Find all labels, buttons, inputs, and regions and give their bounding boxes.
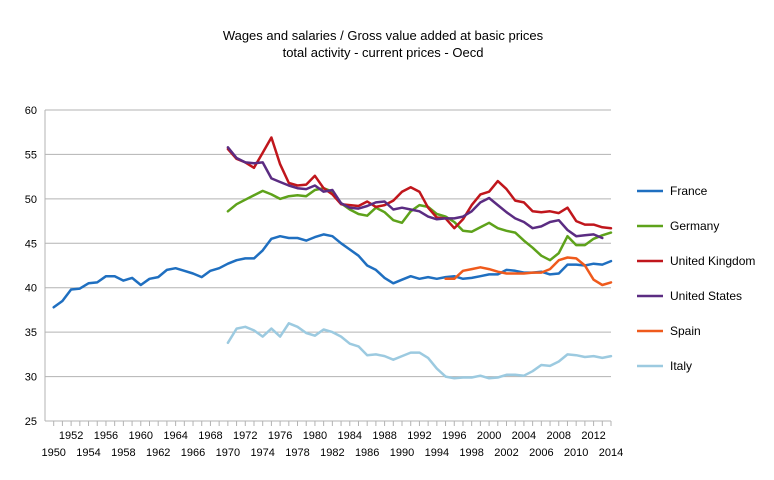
x-tick-label: 2004 — [512, 430, 536, 442]
series-line-germany — [226, 186, 613, 262]
x-tick-label: 1962 — [146, 447, 170, 459]
x-tick-label: 1958 — [111, 447, 135, 459]
x-tick-label: 1978 — [285, 447, 309, 459]
y-tick-label: 30 — [25, 372, 37, 384]
y-tick-label: 40 — [25, 283, 37, 295]
axes: 25 30 35 40 45 50 55 60 1952 1956 1960 1964 1968 1972… — [25, 105, 623, 459]
series-line-spain — [444, 256, 613, 287]
series-line-italy — [226, 322, 613, 380]
x-tick-label: 2008 — [547, 430, 571, 442]
x-tick-label: 1988 — [372, 430, 396, 442]
x-tick-label: 1952 — [59, 430, 83, 442]
y-tick-label: 55 — [25, 149, 37, 161]
x-tick-label: 1950 — [41, 447, 65, 459]
gridlines — [45, 109, 611, 422]
legend-label-spain: Spain — [670, 324, 701, 338]
x-tick-label: 1982 — [320, 447, 344, 459]
x-tick-label: 1996 — [442, 430, 466, 442]
x-tick-label: 1998 — [459, 447, 483, 459]
x-tick-label: 1980 — [303, 430, 327, 442]
x-tick-label: 1994 — [425, 447, 449, 459]
legend-label-germany: Germany — [670, 219, 719, 233]
x-tick-label: 1974 — [250, 447, 274, 459]
y-tick-label: 50 — [25, 194, 37, 206]
x-tick-label: 1976 — [268, 430, 292, 442]
x-tick-label: 1984 — [338, 430, 362, 442]
x-tick-label: 2006 — [529, 447, 553, 459]
legend-label-italy: Italy — [670, 359, 692, 373]
x-tick-label: 1986 — [355, 447, 379, 459]
x-tick-label: 1972 — [233, 430, 257, 442]
legend-label-united-kingdom: United Kingdom — [670, 254, 755, 268]
series-line-united-states — [226, 146, 604, 240]
legend-label-france: France — [670, 184, 708, 198]
series-line-united-kingdom — [226, 136, 613, 230]
x-tick-label: 1964 — [163, 430, 187, 442]
legend-label-united-states: United States — [670, 289, 742, 303]
y-tick-label: 45 — [25, 238, 37, 250]
x-tick-label: 1960 — [129, 430, 153, 442]
chart-subtitle: total activity - current prices - Oecd — [283, 45, 484, 60]
series-lines — [52, 136, 613, 380]
x-tick-label: 1970 — [216, 447, 240, 459]
x-tick-label: 2012 — [581, 430, 605, 442]
x-tick-label: 2002 — [494, 447, 518, 459]
x-tick-label: 1956 — [94, 430, 118, 442]
x-tick-label: 1954 — [76, 447, 100, 459]
x-tick-label: 2010 — [564, 447, 588, 459]
series-line-france — [52, 233, 613, 309]
x-tick-label: 1992 — [407, 430, 431, 442]
x-tick-label: 1966 — [181, 447, 205, 459]
x-tick-label: 1968 — [198, 430, 222, 442]
x-tick-label: 2014 — [599, 447, 623, 459]
y-tick-label: 60 — [25, 105, 37, 117]
chart-title: Wages and salaries / Gross value added a… — [223, 28, 544, 43]
x-tick-label: 1990 — [390, 447, 414, 459]
y-tick-label: 25 — [25, 416, 37, 428]
x-tick-label: 2000 — [477, 430, 501, 442]
legend: France Germany United Kingdom United States… — [637, 184, 755, 373]
y-tick-label: 35 — [25, 327, 37, 339]
